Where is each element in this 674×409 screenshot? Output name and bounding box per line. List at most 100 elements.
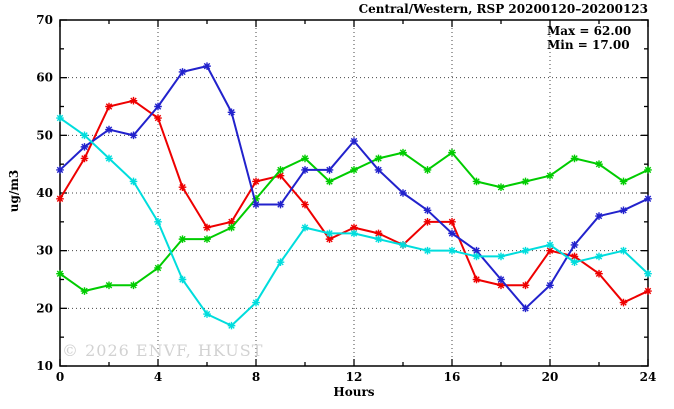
y-tick-label: 20 xyxy=(36,301,53,315)
series-line-day-4-cyan xyxy=(59,117,649,327)
marker-day-1-red xyxy=(448,218,456,226)
marker-day-3-blue xyxy=(472,246,481,255)
marker-day-4-cyan xyxy=(252,298,260,307)
marker-day-4-cyan xyxy=(325,229,334,238)
marker-day-1-red xyxy=(472,275,481,284)
marker-day-1-red xyxy=(350,223,358,232)
marker-day-3-blue xyxy=(374,166,383,174)
marker-day-2-green xyxy=(80,287,89,295)
marker-day-4-cyan xyxy=(301,223,309,232)
marker-day-4-cyan xyxy=(80,131,89,140)
marker-day-1-red xyxy=(644,287,652,295)
marker-day-4-cyan xyxy=(56,114,64,122)
x-tick-label: 8 xyxy=(252,370,260,384)
marker-day-2-green xyxy=(570,154,579,163)
marker-day-4-cyan xyxy=(227,321,236,330)
marker-day-2-green xyxy=(644,166,652,174)
marker-day-3-blue xyxy=(56,166,64,174)
y-axis-label: ug/m3 xyxy=(7,169,21,213)
marker-day-3-blue xyxy=(325,166,334,174)
marker-day-1-red xyxy=(154,114,162,122)
marker-day-2-green xyxy=(497,183,505,192)
marker-day-1-red xyxy=(325,235,334,243)
marker-day-4-cyan xyxy=(644,269,652,278)
marker-day-2-green xyxy=(203,235,211,243)
marker-day-1-red xyxy=(105,102,113,111)
marker-day-3-blue xyxy=(178,68,187,76)
marker-day-2-green xyxy=(105,281,113,290)
marker-day-4-cyan xyxy=(619,246,628,255)
y-tick-label: 50 xyxy=(36,128,53,142)
marker-day-3-blue xyxy=(497,275,505,284)
marker-day-3-blue xyxy=(423,206,432,215)
marker-day-3-blue xyxy=(448,229,456,238)
marker-day-3-blue xyxy=(546,281,554,290)
max-value-label: Max = 62.00 xyxy=(547,24,632,38)
marker-day-2-green xyxy=(301,154,309,163)
marker-day-3-blue xyxy=(619,206,628,215)
marker-day-1-red xyxy=(276,171,285,180)
marker-day-3-blue xyxy=(301,166,309,174)
marker-day-4-cyan xyxy=(350,229,358,238)
marker-day-3-blue xyxy=(129,131,138,140)
x-tick-label: 0 xyxy=(56,370,64,384)
marker-day-4-cyan xyxy=(595,252,603,261)
marker-day-2-green xyxy=(399,148,407,157)
x-axis-label: Hours xyxy=(333,385,375,399)
marker-day-4-cyan xyxy=(374,235,383,243)
marker-day-4-cyan xyxy=(276,258,285,266)
marker-day-2-green xyxy=(154,264,162,272)
marker-day-3-blue xyxy=(154,102,162,111)
marker-day-1-red xyxy=(252,177,260,186)
marker-day-4-cyan xyxy=(546,241,554,249)
marker-day-3-blue xyxy=(227,108,236,117)
marker-day-1-red xyxy=(129,96,138,105)
marker-day-2-green xyxy=(56,269,64,278)
marker-day-4-cyan xyxy=(570,258,579,266)
y-tick-label: 60 xyxy=(36,71,53,85)
marker-day-2-green xyxy=(374,154,383,163)
marker-day-4-cyan xyxy=(448,246,456,255)
marker-day-2-green xyxy=(546,171,554,180)
marker-day-3-blue xyxy=(350,137,358,145)
watermark-text: © 2026 ENVF, HKUST xyxy=(62,341,264,360)
marker-day-2-green xyxy=(178,235,187,243)
y-tick-label: 70 xyxy=(36,13,53,27)
marker-day-4-cyan xyxy=(129,177,138,186)
marker-day-2-green xyxy=(521,177,530,186)
marker-day-3-blue xyxy=(570,241,579,249)
marker-day-1-red xyxy=(301,200,309,209)
marker-day-1-red xyxy=(595,269,603,278)
marker-day-2-green xyxy=(472,177,481,186)
marker-day-2-green xyxy=(276,166,285,174)
marker-day-3-blue xyxy=(644,194,652,203)
marker-day-2-green xyxy=(325,177,334,186)
marker-day-4-cyan xyxy=(154,218,162,226)
y-tick-label: 30 xyxy=(36,244,53,258)
x-tick-label: 24 xyxy=(640,370,657,384)
marker-day-3-blue xyxy=(252,200,260,209)
x-tick-label: 20 xyxy=(542,370,559,384)
marker-day-1-red xyxy=(497,281,505,290)
marker-day-1-red xyxy=(374,229,383,238)
marker-day-3-blue xyxy=(105,125,113,134)
marker-day-3-blue xyxy=(399,189,407,197)
marker-day-3-blue xyxy=(80,143,89,151)
marker-day-4-cyan xyxy=(521,246,530,255)
y-tick-label: 10 xyxy=(36,359,53,373)
x-tick-label: 16 xyxy=(444,370,461,384)
marker-day-2-green xyxy=(129,281,138,290)
marker-day-3-blue xyxy=(276,200,285,209)
marker-day-4-cyan xyxy=(203,310,211,318)
marker-day-1-red xyxy=(570,252,579,261)
marker-day-2-green xyxy=(423,166,432,174)
marker-day-1-red xyxy=(227,218,236,226)
marker-day-4-cyan xyxy=(423,246,432,255)
marker-day-1-red xyxy=(619,298,628,307)
marker-day-4-cyan xyxy=(497,252,505,261)
chart-title: Central/Western, RSP 20200120–20200123 xyxy=(358,2,648,16)
max-min-annotation: Max = 62.00 Min = 17.00 xyxy=(547,24,631,52)
marker-day-2-green xyxy=(595,160,603,168)
min-value-label: Min = 17.00 xyxy=(547,38,630,52)
